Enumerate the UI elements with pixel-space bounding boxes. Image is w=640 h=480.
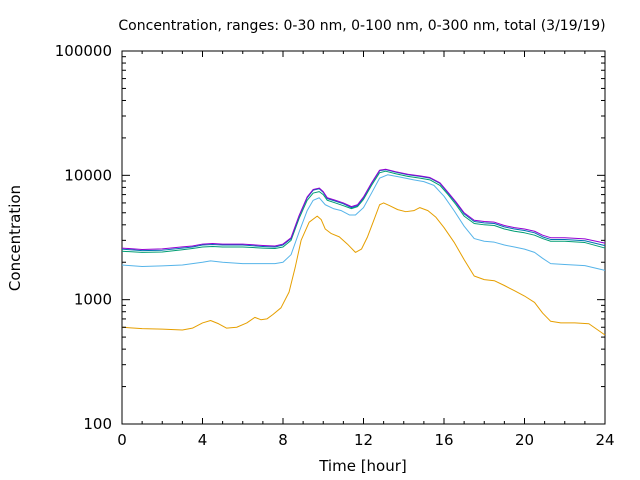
x-axis: 0 4 8 12 16 20 24 <box>117 51 615 449</box>
x-tick-label: 16 <box>434 431 453 449</box>
x-tick-label: 0 <box>117 431 127 449</box>
y-tick-label: 100 <box>83 415 112 433</box>
x-tick-label: 12 <box>354 431 373 449</box>
y-axis: 100 1000 10000 100000 <box>55 42 605 433</box>
y-axis-label: Concentration <box>6 185 24 291</box>
x-tick-label: 20 <box>515 431 534 449</box>
series-layer <box>121 168 606 336</box>
y-tick-label: 1000 <box>74 291 112 309</box>
series-line-3 <box>121 170 606 253</box>
series-line-5 <box>121 168 606 251</box>
x-tick-label: 4 <box>198 431 208 449</box>
series-line-4 <box>121 169 606 252</box>
x-axis-label: Time [hour] <box>318 457 407 475</box>
chart-title: Concentration, ranges: 0-30 nm, 0-100 nm… <box>118 18 605 34</box>
x-tick-label: 24 <box>595 431 614 449</box>
series-line-2 <box>121 174 606 271</box>
plot-area <box>121 50 606 425</box>
y-tick-label: 100000 <box>55 42 112 60</box>
x-tick-label: 8 <box>278 431 288 449</box>
series-line-1 <box>121 202 606 336</box>
y-tick-label: 10000 <box>64 166 112 184</box>
